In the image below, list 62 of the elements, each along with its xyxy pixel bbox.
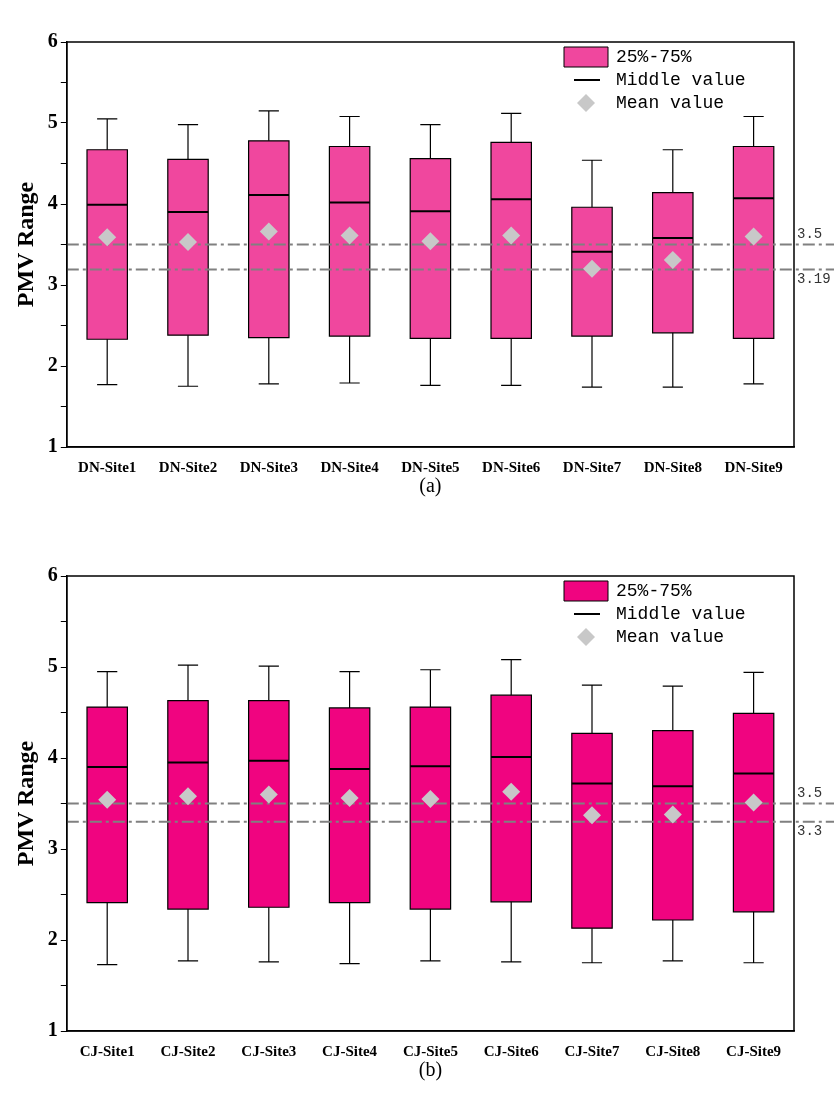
x-tick-label: DN-Site1 [78,458,137,475]
point [340,226,359,245]
x-tick-label: CJ-Site5 [402,1042,458,1059]
x-tick-label: CJ-Site3 [241,1042,297,1059]
y-tick-label: 4 [47,191,58,214]
point [502,782,521,801]
point [663,250,682,269]
point [179,233,197,252]
x-tick-label: CJ-Site4 [322,1042,378,1059]
y-tick-label: 4 [47,745,58,768]
x-tick-label: DN-Site5 [401,458,460,475]
text: (a) [419,474,442,498]
x-tick-label: DN-Site2 [158,458,218,475]
x-tick-label: CJ-Site2 [160,1042,216,1059]
x-tick-label: CJ-Site1 [79,1042,135,1059]
y-tick-label: 5 [47,654,58,677]
legend-label: 25%-75% [616,580,692,601]
x-tick-label: CJ-Site8 [645,1042,701,1059]
x-tick-label: CJ-Site9 [726,1042,782,1059]
y-tick-label: 3 [47,836,58,859]
x-tick-label: DN-Site4 [320,458,380,475]
y-tick-label: 1 [47,1018,58,1041]
x-tick-label: DN-Site7 [562,458,622,475]
y-axis-title: PMV Range [11,740,38,867]
ref-line-label: 3.5 [797,785,823,802]
y-tick-label: 2 [47,927,58,950]
legend-label: Mean value [616,92,725,113]
legend-label: Mean value [616,626,725,647]
point [421,232,440,251]
point [744,227,763,246]
y-tick-label: 6 [47,563,58,586]
y-tick-label: 1 [47,434,58,457]
x-tick-label: DN-Site6 [482,458,541,475]
y-tick-label: 2 [47,353,58,376]
annotation: Middle value [616,69,746,90]
point [340,789,359,808]
point [179,787,197,806]
x-tick-label: DN-Site9 [724,458,783,475]
legend-label: 25%-75% [616,46,692,67]
ref-line-label: 3.3 [797,823,823,840]
point [502,226,521,245]
x-tick-label: CJ-Site7 [564,1042,620,1059]
y-tick-label: 6 [47,29,58,52]
point [259,222,278,241]
point [663,805,682,824]
ref-line-label: 3.5 [797,226,823,243]
x-tick-label: DN-Site3 [239,458,298,475]
y-axis-title: PMV Range [11,181,38,308]
point [583,259,601,278]
ref-line-label: 3.19 [797,271,831,288]
point [98,228,117,247]
point [259,785,278,804]
x-tick-label: DN-Site8 [643,458,702,475]
point [744,793,763,812]
y-tick-label: 5 [47,110,58,133]
y-tick-label: 3 [47,272,58,295]
point [421,789,440,808]
x-tick-label: CJ-Site6 [483,1042,540,1059]
text: (b) [418,1058,443,1082]
point [98,790,117,809]
point [583,806,601,825]
annotation: Middle value [616,603,746,624]
